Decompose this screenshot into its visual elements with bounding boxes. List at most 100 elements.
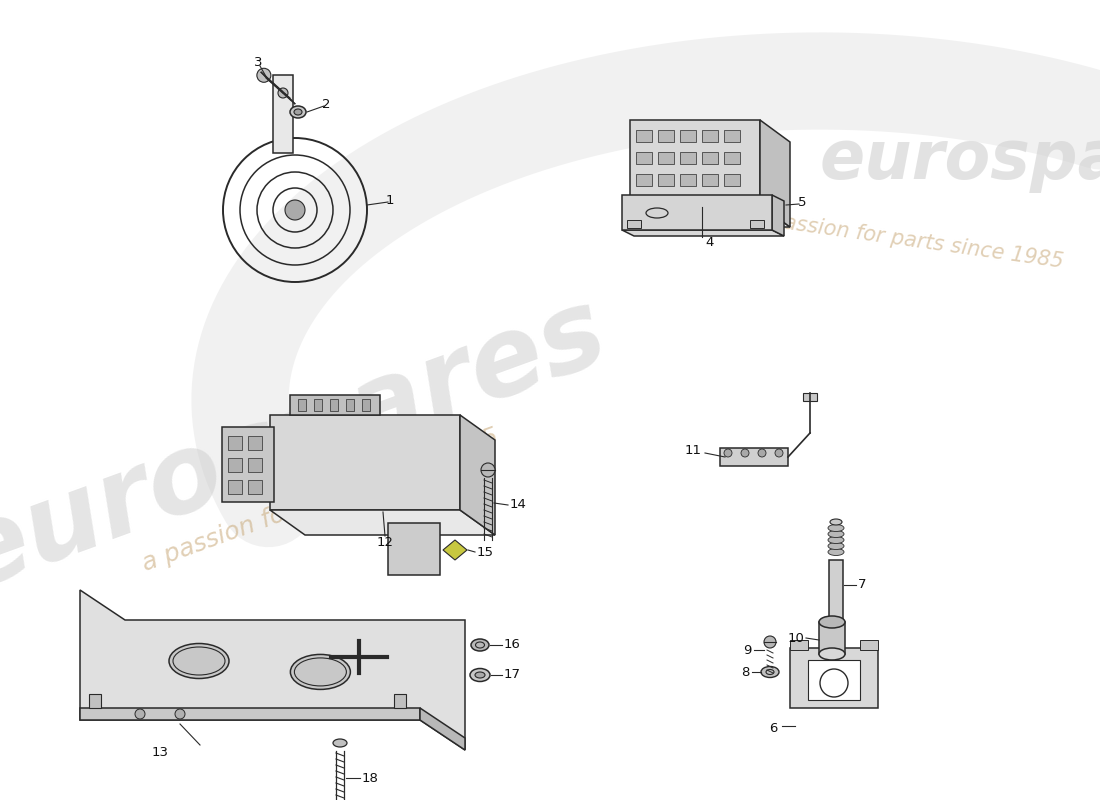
Bar xyxy=(724,152,740,164)
Ellipse shape xyxy=(820,616,845,628)
Text: 11: 11 xyxy=(685,443,702,457)
Bar xyxy=(680,152,696,164)
Text: 16: 16 xyxy=(504,638,521,651)
Ellipse shape xyxy=(470,669,490,682)
Bar xyxy=(636,152,652,164)
Text: 10: 10 xyxy=(788,631,804,645)
Polygon shape xyxy=(630,120,760,205)
Ellipse shape xyxy=(471,639,490,651)
Circle shape xyxy=(135,709,145,719)
Bar xyxy=(387,522,440,574)
Bar xyxy=(658,130,674,142)
Text: 2: 2 xyxy=(321,98,330,110)
Ellipse shape xyxy=(830,519,842,525)
Ellipse shape xyxy=(828,525,844,531)
Bar xyxy=(314,399,322,411)
Text: 5: 5 xyxy=(798,195,806,209)
Bar xyxy=(702,174,718,186)
Bar xyxy=(228,436,242,450)
Bar xyxy=(860,640,878,650)
Polygon shape xyxy=(772,195,784,236)
Bar xyxy=(636,174,652,186)
Text: a passion for parts since 1985: a passion for parts since 1985 xyxy=(750,208,1065,272)
Bar xyxy=(750,220,764,228)
Polygon shape xyxy=(621,230,784,236)
Polygon shape xyxy=(760,120,790,227)
Bar xyxy=(394,694,406,708)
Polygon shape xyxy=(460,415,495,535)
Circle shape xyxy=(257,68,271,82)
Ellipse shape xyxy=(828,530,844,538)
Polygon shape xyxy=(80,708,420,720)
Text: 6: 6 xyxy=(770,722,778,734)
Text: eurospares: eurospares xyxy=(820,127,1100,193)
Text: 7: 7 xyxy=(858,578,867,591)
Bar xyxy=(298,399,306,411)
Bar xyxy=(658,152,674,164)
Ellipse shape xyxy=(828,542,844,550)
Bar xyxy=(248,436,262,450)
Bar xyxy=(724,130,740,142)
Text: 18: 18 xyxy=(362,771,378,785)
Circle shape xyxy=(175,709,185,719)
Bar xyxy=(702,152,718,164)
Circle shape xyxy=(285,200,305,220)
Text: 3: 3 xyxy=(254,57,262,70)
Text: 17: 17 xyxy=(504,669,521,682)
Text: 14: 14 xyxy=(510,498,527,511)
Bar xyxy=(248,480,262,494)
Bar xyxy=(222,427,274,502)
Text: 9: 9 xyxy=(744,643,752,657)
Bar xyxy=(273,75,293,153)
Bar xyxy=(724,174,740,186)
Ellipse shape xyxy=(761,666,779,678)
Bar xyxy=(248,458,262,472)
Bar xyxy=(346,399,354,411)
Bar xyxy=(702,130,718,142)
Bar xyxy=(829,560,843,625)
Text: 15: 15 xyxy=(477,546,494,558)
Polygon shape xyxy=(630,205,790,227)
Polygon shape xyxy=(443,540,468,560)
Ellipse shape xyxy=(820,648,845,660)
Bar xyxy=(658,174,674,186)
Text: a passion for parts since 1985: a passion for parts since 1985 xyxy=(139,424,502,576)
Circle shape xyxy=(776,449,783,457)
Bar xyxy=(790,648,878,708)
Bar xyxy=(808,660,860,700)
Circle shape xyxy=(724,449,732,457)
Circle shape xyxy=(278,88,288,98)
Ellipse shape xyxy=(828,549,844,555)
Polygon shape xyxy=(420,708,465,750)
Ellipse shape xyxy=(290,654,351,690)
Ellipse shape xyxy=(294,109,302,115)
Text: eurospares: eurospares xyxy=(0,278,620,612)
Ellipse shape xyxy=(169,643,229,678)
Ellipse shape xyxy=(828,537,844,543)
Text: 4: 4 xyxy=(706,237,714,250)
Circle shape xyxy=(741,449,749,457)
Polygon shape xyxy=(270,510,495,535)
Bar xyxy=(89,694,101,708)
Polygon shape xyxy=(270,415,460,510)
Bar xyxy=(362,399,370,411)
Text: 8: 8 xyxy=(741,666,750,678)
Bar xyxy=(803,393,817,401)
Ellipse shape xyxy=(475,672,485,678)
Text: 12: 12 xyxy=(376,535,394,549)
Polygon shape xyxy=(80,590,465,750)
Bar xyxy=(330,399,338,411)
Text: 13: 13 xyxy=(152,746,168,758)
Bar xyxy=(636,130,652,142)
Bar xyxy=(228,458,242,472)
Bar xyxy=(680,130,696,142)
Bar xyxy=(290,395,380,415)
Text: 1: 1 xyxy=(386,194,394,206)
Bar xyxy=(720,448,788,466)
Bar xyxy=(680,174,696,186)
Bar xyxy=(820,622,845,654)
Polygon shape xyxy=(621,195,772,230)
Circle shape xyxy=(758,449,766,457)
Ellipse shape xyxy=(333,739,346,747)
Bar xyxy=(627,220,641,228)
